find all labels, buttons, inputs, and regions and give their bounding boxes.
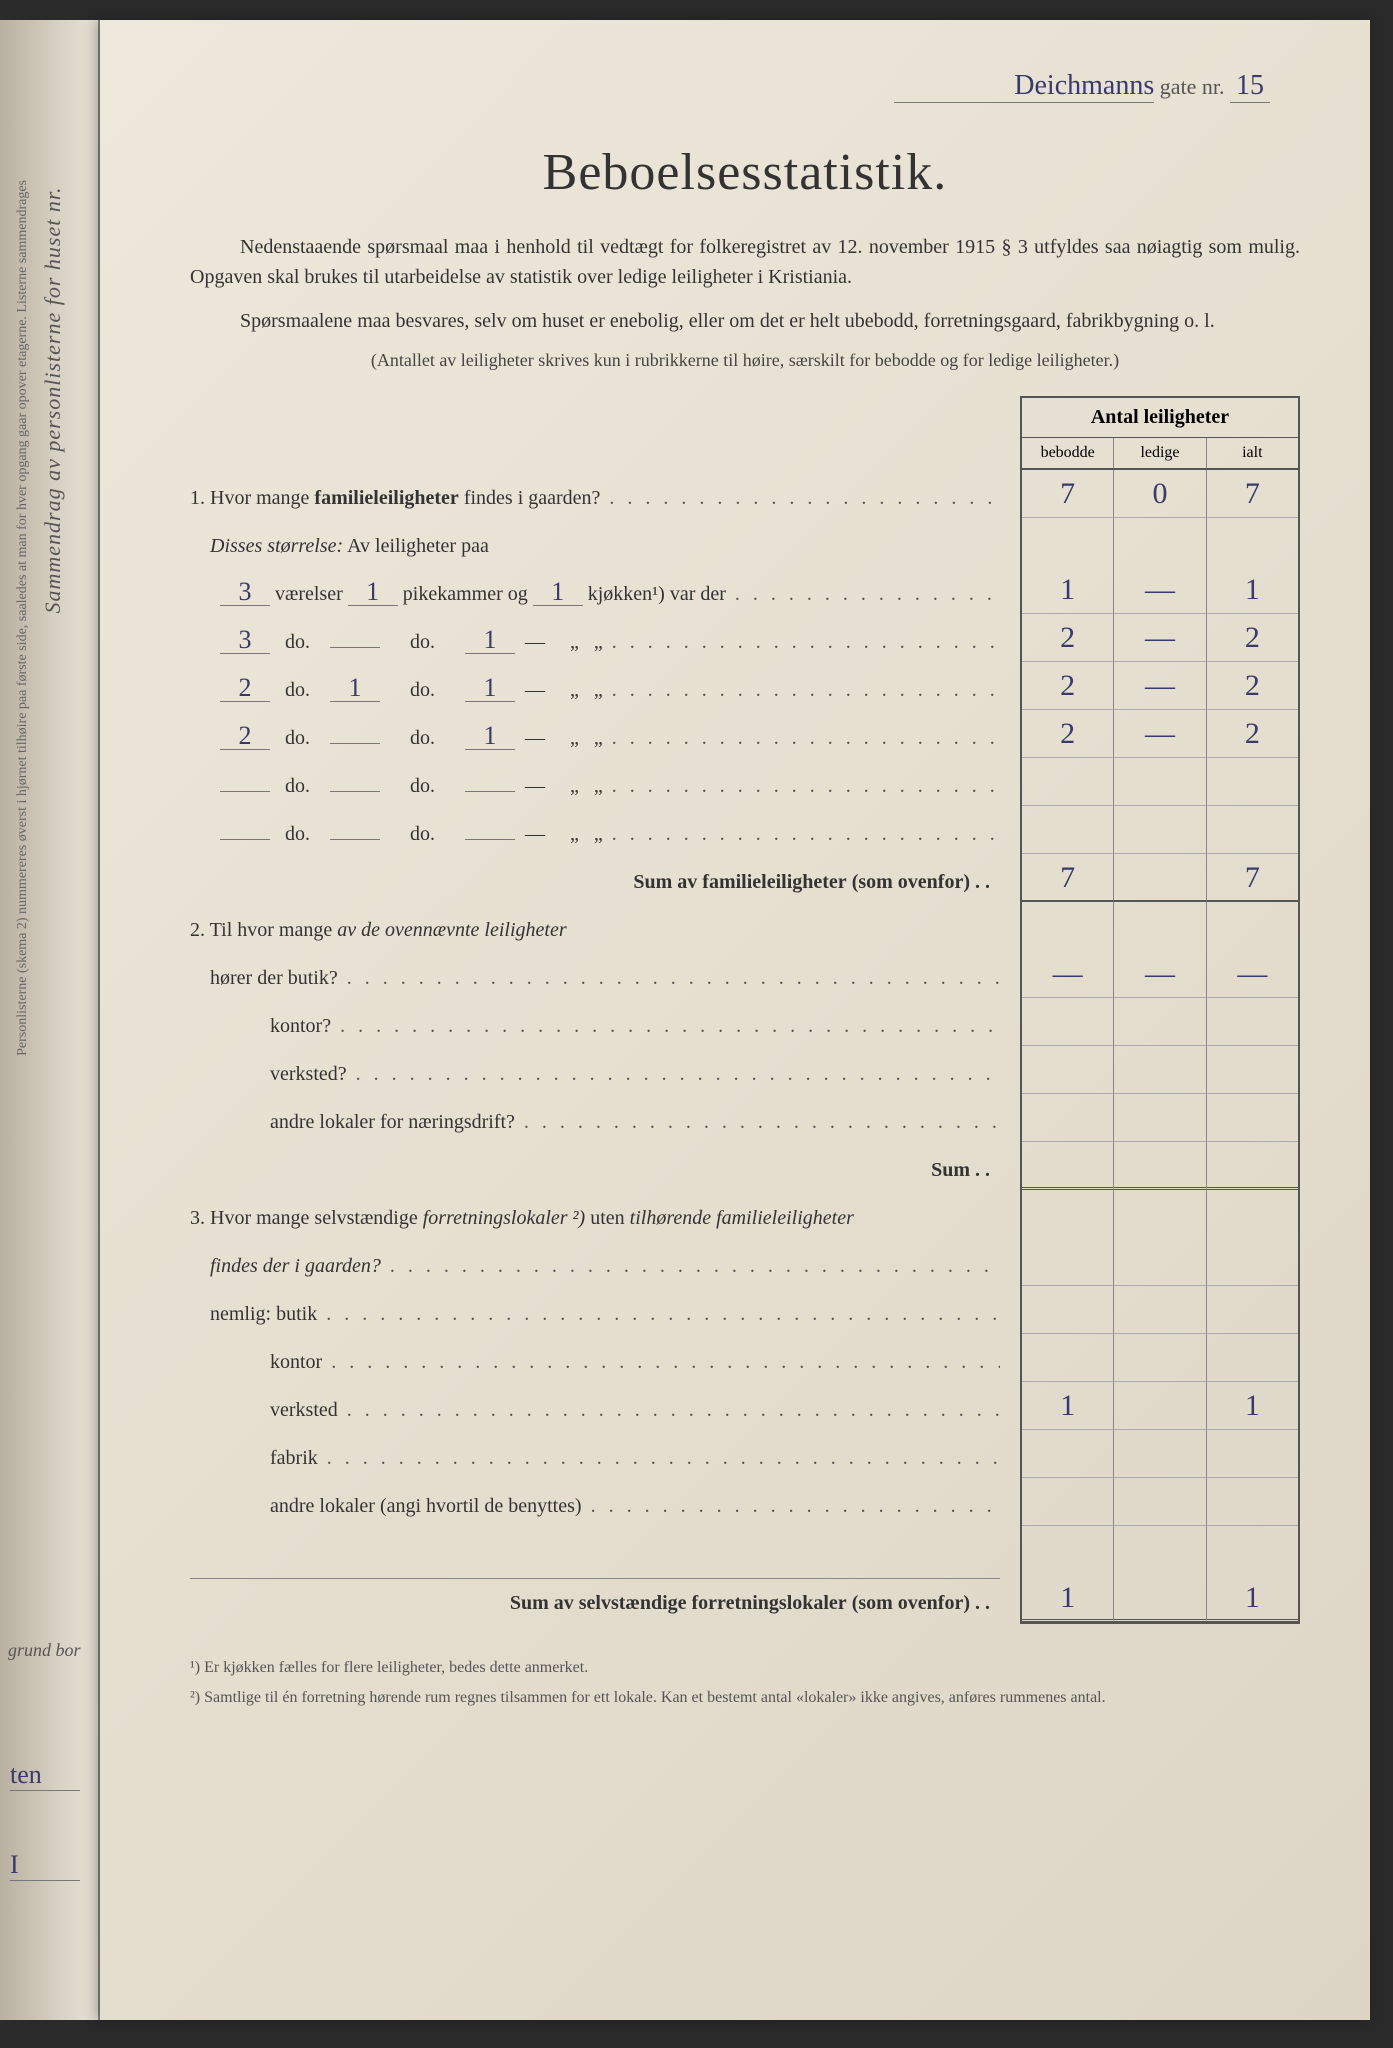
sidebar-handwriting-1: ten [10, 1760, 80, 1791]
q1-row-2: 3 do. do. 1 — „ „ [190, 618, 1000, 666]
grid-row [1022, 1046, 1298, 1094]
q2-andre: andre lokaler for næringsdrift? [190, 1098, 1000, 1146]
grid-row [1022, 758, 1298, 806]
grid-row [1022, 1238, 1298, 1286]
grid-row: 2—2 [1022, 614, 1298, 662]
sidebar-instructions-vertical: Personlisterne (skema 2) nummereres øver… [15, 180, 31, 1056]
grid-row: 11 [1022, 1382, 1298, 1430]
q3-fabrik: fabrik [190, 1434, 1000, 1482]
q3-kontor: kontor [190, 1338, 1000, 1386]
grid-row [1022, 1430, 1298, 1478]
q3-verksted: verksted [190, 1386, 1000, 1434]
q1-row-4: 2 do. do. 1 — „ „ [190, 714, 1000, 762]
grid-header: Antal leiligheter [1022, 398, 1298, 438]
q3-sum-label: Sum av selvstændige forretningslokaler (… [190, 1578, 1000, 1626]
grid-row: 2—2 [1022, 662, 1298, 710]
q1-row-3: 2 do. 1 do. 1 — „ „ [190, 666, 1000, 714]
q2-butik: hører der butik? [190, 954, 1000, 1002]
q2-sum-label: Sum . . [190, 1146, 1000, 1194]
document-page: Deichmanns gate nr. 15 Beboelsesstatisti… [100, 20, 1370, 2020]
street-name-handwritten: Deichmanns [894, 70, 1154, 103]
grid-row [1022, 998, 1298, 1046]
grid-row-sum: 77 [1022, 854, 1298, 902]
footnotes: ¹) Er kjøkken fælles for flere leilighet… [190, 1656, 1300, 1710]
intro-paragraph-1: Nedenstaaende spørsmaal maa i henhold ti… [190, 232, 1300, 292]
questions-column: 1. Hvor mange familieleiligheter findes … [190, 396, 1000, 1626]
grid-row-sum [1022, 1142, 1298, 1190]
count-grid: Antal leiligheter bebodde ledige ialt 70… [1020, 396, 1300, 1624]
q1-sum-label: Sum av familieleiligheter (som ovenfor) … [190, 858, 1000, 906]
q2-kontor: kontor? [190, 1002, 1000, 1050]
book-spine: Sammendrag av personlisterne for huset n… [0, 20, 100, 2020]
gate-number-handwritten: 15 [1230, 70, 1270, 103]
grid-row [1022, 1286, 1298, 1334]
q3-line-2: findes der i gaarden? [190, 1242, 1000, 1290]
intro-note: (Antallet av leiligheter skrives kun i r… [190, 350, 1300, 371]
col-bebodde: bebodde [1022, 438, 1114, 468]
col-ialt: ialt [1207, 438, 1298, 468]
sidebar-column: Sammendrag av personlisterne for huset n… [15, 180, 85, 1880]
grid-row: 1—1 [1022, 566, 1298, 614]
col-ledige: ledige [1114, 438, 1206, 468]
form-area: Antal leiligheter bebodde ledige ialt 70… [190, 396, 1300, 1626]
q2-verksted: verksted? [190, 1050, 1000, 1098]
grid-row [1022, 1334, 1298, 1382]
q1-row-1: 3 værelser 1 pikekammer og 1 kjøkken¹) v… [190, 570, 1000, 618]
header-street-line: Deichmanns gate nr. 15 [190, 70, 1300, 103]
grid-row-sum: 11 [1022, 1574, 1298, 1622]
document-title: Beboelsesstatistik. [190, 143, 1300, 202]
sidebar-title-vertical: Sammendrag av personlisterne for huset n… [40, 180, 66, 613]
q3-line-1: 3. Hvor mange selvstændige forretningslo… [190, 1194, 1000, 1242]
grid-row: 2—2 [1022, 710, 1298, 758]
q2-line: 2. Til hvor mange av de ovennævnte leili… [190, 906, 1000, 954]
grid-row: ——— [1022, 950, 1298, 998]
q1-row-6: do. do. — „ „ [190, 810, 1000, 858]
q1-disses: Disses størrelse: Av leiligheter paa [190, 522, 1000, 570]
intro-paragraph-2: Spørsmaalene maa besvares, selv om huset… [190, 306, 1300, 336]
grid-row [1022, 1478, 1298, 1526]
grid-row [1022, 1094, 1298, 1142]
q1-line: 1. Hvor mange familieleiligheter findes … [190, 474, 1000, 522]
sidebar-handwriting-2: I [10, 1850, 80, 1881]
footnote-1: ¹) Er kjøkken fælles for flere leilighet… [190, 1656, 1300, 1680]
grid-subheader: bebodde ledige ialt [1022, 438, 1298, 470]
q1-row-5: do. do. — „ „ [190, 762, 1000, 810]
grid-row: 707 [1022, 470, 1298, 518]
q3-andre: andre lokaler (angi hvortil de benyttes) [190, 1482, 1000, 1530]
q3-butik: nemlig: butik [190, 1290, 1000, 1338]
sidebar-grund-label: grund bor [8, 1640, 81, 1661]
grid-row [1022, 806, 1298, 854]
footnote-2: ²) Samtlige til én forretning hørende ru… [190, 1686, 1300, 1710]
gate-label: gate nr. [1160, 74, 1225, 99]
